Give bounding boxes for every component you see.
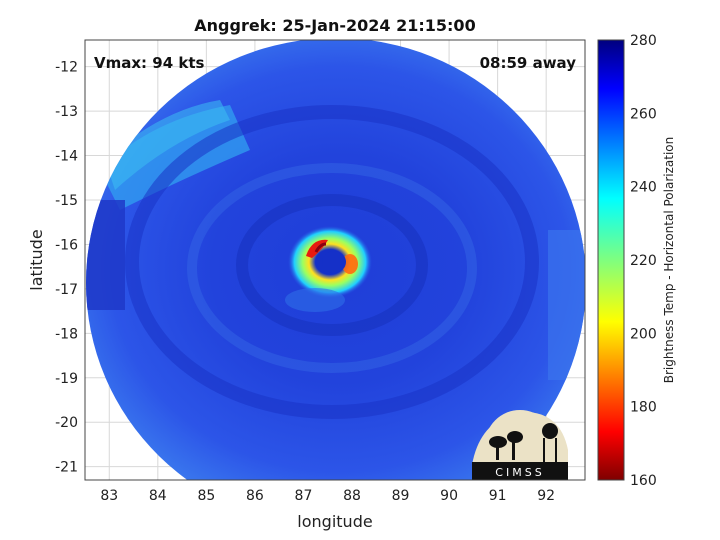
logo-text: CIMSS <box>495 466 544 479</box>
cimss-logo: CIMSS <box>472 410 568 480</box>
brightness-temperature-image <box>86 40 585 480</box>
y-tick-label: -19 <box>55 371 78 387</box>
colorbar-tick-labels: 280 260 240 220 200 180 160 <box>630 33 657 489</box>
y-tick-label: -17 <box>55 282 78 298</box>
x-tick-label: 89 <box>392 488 410 504</box>
colorbar-tick-label: 160 <box>630 473 657 489</box>
colorbar-tick-label: 280 <box>630 33 657 49</box>
y-tick-label: -13 <box>55 104 78 120</box>
colorbar-tick-label: 260 <box>630 106 657 122</box>
x-tick-label: 84 <box>149 488 167 504</box>
y-tick-label: -12 <box>55 60 78 76</box>
y-tick-label: -14 <box>55 149 78 165</box>
x-tick-label: 83 <box>100 488 118 504</box>
x-tick-label: 85 <box>197 488 215 504</box>
colorbar-label: Brightness Temp - Horizontal Polarizatio… <box>662 137 676 384</box>
y-tick-label: -16 <box>55 237 78 253</box>
colorbar-tick-label: 240 <box>630 180 657 196</box>
x-tick-label: 86 <box>246 488 264 504</box>
time-away-annotation: 08:59 away <box>480 54 577 72</box>
x-tick-label: 92 <box>537 488 555 504</box>
chart-title: Anggrek: 25-Jan-2024 21:15:00 <box>194 16 475 35</box>
plot-frame <box>84 39 586 481</box>
x-tick-label: 87 <box>295 488 313 504</box>
x-tick-labels: 83 84 85 86 87 88 89 90 91 92 <box>100 488 555 504</box>
colorbar <box>597 39 625 481</box>
colorbar-tick-label: 180 <box>630 400 657 416</box>
x-tick-label: 90 <box>440 488 458 504</box>
y-tick-label: -15 <box>55 193 78 209</box>
x-tick-label: 88 <box>343 488 361 504</box>
x-axis-label: longitude <box>297 512 372 531</box>
colorbar-tick-label: 220 <box>630 253 657 269</box>
vmax-annotation: Vmax: 94 kts <box>94 54 204 72</box>
y-tick-label: -18 <box>55 326 78 342</box>
y-tick-labels: -12 -13 -14 -15 -16 -17 -18 -19 -20 -21 <box>55 60 78 476</box>
y-tick-label: -20 <box>55 415 78 431</box>
x-tick-label: 91 <box>489 488 507 504</box>
y-tick-label: -21 <box>55 460 78 476</box>
y-axis-label: latitude <box>27 229 46 290</box>
colorbar-tick-label: 200 <box>630 326 657 342</box>
